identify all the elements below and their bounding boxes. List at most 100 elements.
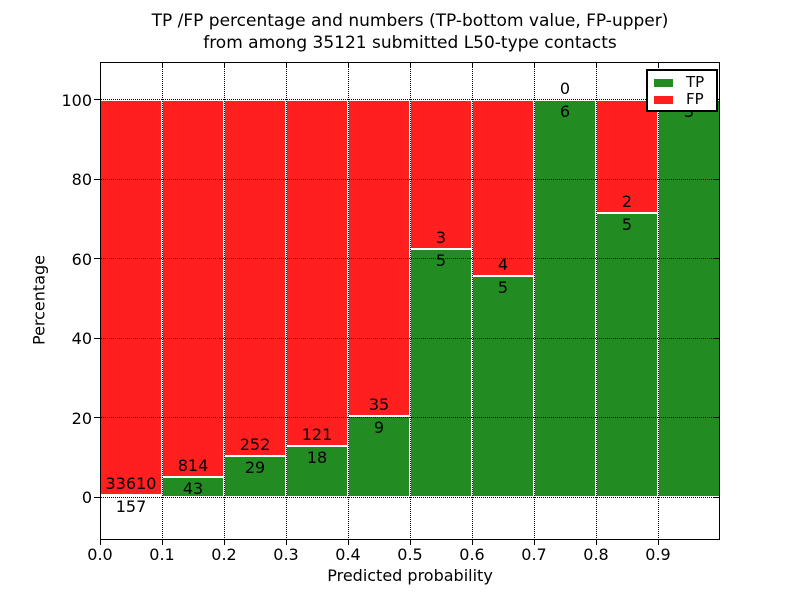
x-axis-label: Predicted probability <box>327 566 493 585</box>
gridline-vertical <box>161 62 163 540</box>
y-tick-mark-left <box>94 178 100 180</box>
gridline-horizontal <box>100 337 720 339</box>
x-tick-label: 0.8 <box>583 545 609 564</box>
chart-title-line1: TP /FP percentage and numbers (TP-bottom… <box>151 11 669 31</box>
gridline-vertical <box>347 62 349 540</box>
tp-bar-segment <box>472 276 534 497</box>
fp-count-label: 35 <box>368 394 390 414</box>
x-tick-mark-bottom <box>657 540 659 545</box>
tp-bar-segment <box>596 213 658 497</box>
tp-count-label: 5 <box>435 250 447 270</box>
gridline-vertical <box>533 62 535 540</box>
fp-bar-segment <box>410 99 472 249</box>
tp-bar-segment <box>224 455 286 497</box>
x-tick-mark-bottom <box>161 540 163 545</box>
fp-bar-segment <box>224 99 286 456</box>
x-tick-mark-top <box>595 62 597 68</box>
y-tick-label: 0 <box>81 488 92 507</box>
legend: TP FP <box>646 69 718 112</box>
x-tick-label: 0.4 <box>335 545 361 564</box>
tp-bar-segment <box>534 99 596 497</box>
fp-bar-segment <box>348 99 410 416</box>
tp-count-label: 5 <box>621 215 633 235</box>
y-tick-mark-left <box>94 337 100 339</box>
tp-count-label: 157 <box>115 497 147 517</box>
y-tick-mark-right <box>713 417 719 418</box>
fp-count-label: 252 <box>239 434 271 454</box>
gridline-horizontal <box>100 258 720 259</box>
gridline-vertical <box>595 62 597 540</box>
y-tick-label: 100 <box>61 90 92 110</box>
y-tick-mark-left <box>94 417 100 418</box>
legend-fp-swatch-icon <box>654 95 673 104</box>
y-tick-label: 40 <box>71 329 92 348</box>
tp-bar-segment <box>410 248 472 497</box>
x-tick-label: 0.6 <box>459 545 485 564</box>
x-tick-label: 0.9 <box>645 545 671 564</box>
fp-bar-segment <box>472 99 534 277</box>
fp-count-label: 121 <box>301 424 333 444</box>
legend-fp-label: FP <box>686 90 704 108</box>
chart-title-line2: from among 35121 submitted L50-type cont… <box>203 33 617 53</box>
gridline-vertical <box>285 62 287 540</box>
fp-bar-segment <box>100 99 162 496</box>
gridline-horizontal <box>100 99 720 100</box>
x-tick-label: 0.3 <box>273 545 299 564</box>
x-tick-mark-bottom <box>471 540 473 545</box>
x-tick-mark-bottom <box>595 540 597 545</box>
x-tick-mark-top <box>223 62 225 68</box>
fp-count-label: 2 <box>621 192 633 212</box>
x-tick-mark-bottom <box>285 540 287 545</box>
fp-bar-segment <box>286 99 348 446</box>
x-tick-mark-bottom <box>99 540 101 545</box>
y-tick-label: 20 <box>71 408 92 428</box>
y-tick-mark-left <box>94 258 100 259</box>
gridline-horizontal <box>100 496 720 498</box>
x-tick-label: 0.1 <box>149 545 175 564</box>
x-tick-label: 0.5 <box>397 545 423 564</box>
x-tick-label: 0.2 <box>211 545 237 564</box>
legend-tp-swatch-icon <box>654 78 673 87</box>
gridline-vertical <box>223 62 225 540</box>
gridline-vertical <box>657 62 659 540</box>
legend-entry-fp: FP <box>654 91 716 108</box>
x-tick-mark-top <box>657 62 659 68</box>
tp-bar-segment <box>348 415 410 497</box>
legend-entry-tp: TP <box>654 74 716 91</box>
tp-bar-segment <box>286 445 348 497</box>
x-tick-mark-bottom <box>409 540 411 545</box>
chart-title: TP /FP percentage and numbers (TP-bottom… <box>100 10 720 54</box>
fp-count-label: 0 <box>559 78 571 98</box>
x-tick-mark-top <box>285 62 287 68</box>
y-tick-label: 80 <box>71 170 92 189</box>
gridline-horizontal <box>100 178 720 180</box>
tp-count-label: 9 <box>373 417 385 437</box>
fp-count-label: 3 <box>435 227 447 247</box>
x-tick-label: 0.0 <box>87 545 113 564</box>
tp-count-label: 18 <box>306 447 328 467</box>
x-tick-mark-bottom <box>223 540 225 545</box>
gridline-vertical <box>471 62 473 540</box>
fp-count-label: 4 <box>497 255 509 275</box>
y-tick-mark-left <box>94 496 100 498</box>
x-tick-mark-top <box>533 62 535 68</box>
x-tick-mark-bottom <box>347 540 349 545</box>
tp-count-label: 29 <box>244 457 266 477</box>
y-tick-mark-right <box>713 337 719 339</box>
y-tick-mark-right <box>713 178 719 180</box>
gridline-vertical <box>409 62 411 540</box>
x-tick-mark-top <box>347 62 349 68</box>
y-tick-mark-right <box>713 258 719 259</box>
fp-count-label: 33610 <box>105 474 157 494</box>
y-tick-mark-right <box>713 496 719 498</box>
tp-count-label: 6 <box>559 101 571 121</box>
legend-tp-label: TP <box>686 73 705 91</box>
x-tick-mark-bottom <box>533 540 535 545</box>
fp-bar-segment <box>162 99 224 478</box>
y-tick-mark-left <box>94 99 100 100</box>
tp-count-label: 43 <box>182 479 204 499</box>
fp-count-label: 814 <box>177 456 209 476</box>
x-tick-mark-top <box>409 62 411 68</box>
x-tick-label: 0.7 <box>521 545 547 564</box>
